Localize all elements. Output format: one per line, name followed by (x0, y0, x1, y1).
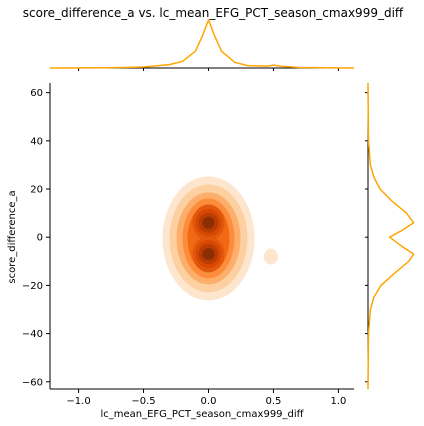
x-axis-label: lc_mean_EFG_PCT_season_cmax999_diff (100, 409, 304, 420)
kde-minor-bump (263, 248, 278, 265)
x-tick-label: 0.0 (201, 396, 217, 407)
x-tick-label: 1.0 (330, 396, 346, 407)
kde-lower-mode-level-9 (202, 248, 215, 261)
y-tick-label: 60 (30, 88, 43, 99)
x-tick-label: −0.5 (131, 396, 155, 407)
joint-kde-panel (162, 176, 278, 301)
kde-upper-mode-level-9 (202, 216, 215, 229)
chart-title: score_difference_a vs. lc_mean_EFG_PCT_s… (23, 6, 404, 20)
x-tick-label: −1.0 (66, 396, 90, 407)
y-tick-label: 0 (37, 233, 43, 244)
axes: −1.0 −0.5 0.0 0.5 1.0 −60 −40 −20 0 20 40 60 (22, 83, 354, 407)
marginal-x-density-line (49, 19, 355, 69)
marginal-x-panel (49, 19, 355, 71)
y-tick-label: 40 (30, 136, 43, 147)
y-tick-label: 20 (30, 185, 43, 196)
y-axis-label: score_difference_a (7, 190, 18, 283)
marginal-y-density-line (367, 82, 415, 390)
y-tick-label: −40 (22, 329, 43, 340)
x-tick-label: 0.5 (265, 396, 281, 407)
y-tick-label: −20 (22, 281, 43, 292)
y-tick-label: −60 (22, 377, 43, 388)
marginal-y-panel (365, 82, 415, 390)
